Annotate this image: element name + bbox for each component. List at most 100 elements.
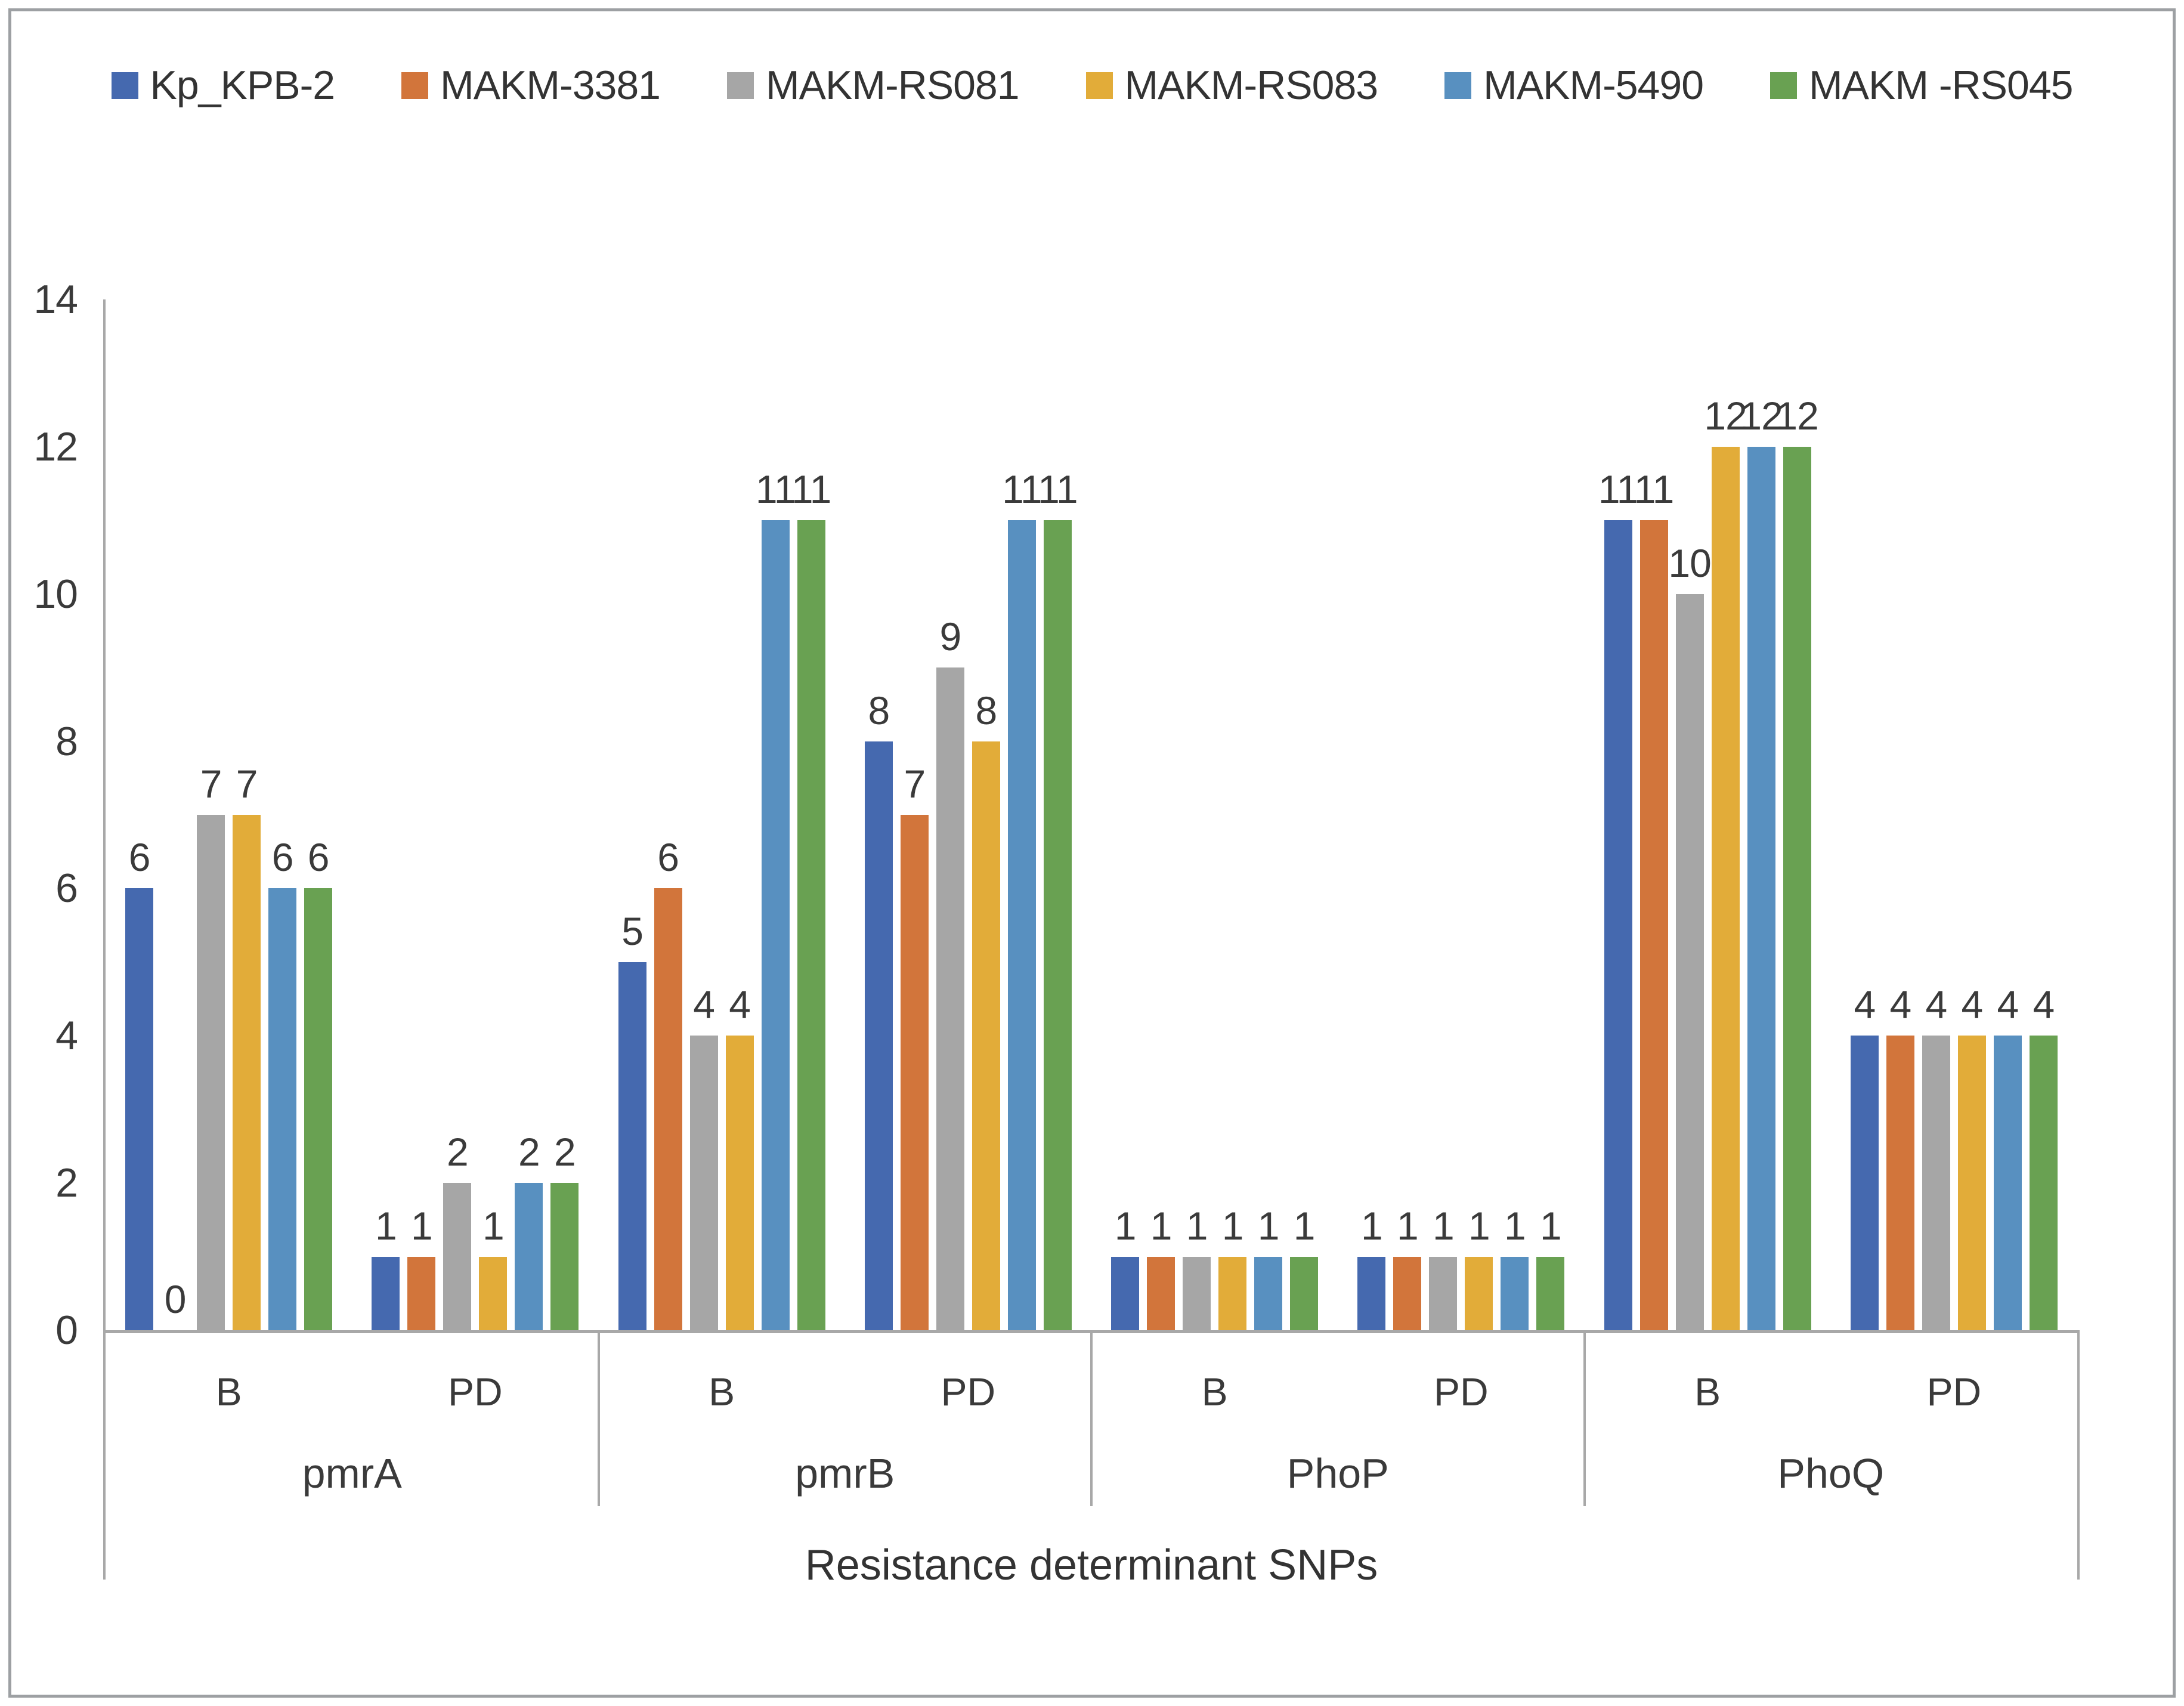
subcategory-label: PD — [941, 1370, 996, 1414]
bar-makm-3381 — [1393, 1257, 1422, 1330]
bar-value-label: 4 — [1889, 982, 1912, 1027]
bar-makm-5490 — [1747, 447, 1775, 1330]
y-axis-tick-label: 8 — [55, 718, 78, 764]
bar-makm-5490 — [1254, 1257, 1283, 1330]
bar-makm-3381 — [654, 888, 682, 1330]
bar-makm-rs045 — [797, 520, 825, 1330]
y-axis-tick-label: 4 — [55, 1013, 78, 1059]
legend-swatch-icon — [1444, 72, 1472, 99]
bar-value-label: 1 — [1504, 1204, 1526, 1248]
bar-value-label: 1 — [1114, 1204, 1137, 1248]
bar-value-label: 11 — [1598, 467, 1639, 511]
category-label: PhoP — [1286, 1450, 1389, 1497]
category-separator — [1090, 1330, 1093, 1506]
bar-kp_kpb-2 — [1111, 1257, 1140, 1330]
bar-makm-rs081 — [1429, 1257, 1458, 1330]
bar-kp_kpb-2 — [618, 962, 646, 1330]
bar-kp_kpb-2 — [1604, 520, 1632, 1330]
bar-value-label: 11 — [1002, 467, 1042, 511]
bar-value-label: 1 — [1257, 1204, 1280, 1248]
bar-value-label: 4 — [1961, 982, 1984, 1027]
legend-item: MAKM-3381 — [401, 63, 661, 108]
bar-makm-3381 — [900, 815, 929, 1330]
bar-value-label: 1 — [1293, 1204, 1316, 1248]
y-axis-tick-label: 10 — [33, 571, 78, 617]
category-edge-line-right — [2077, 1330, 2080, 1580]
bar-makm-rs083 — [1465, 1257, 1493, 1330]
bar-kp_kpb-2 — [372, 1257, 400, 1330]
bar-value-label: 7 — [236, 762, 258, 806]
bar-value-label: 4 — [693, 982, 715, 1027]
bar-makm-3381 — [1147, 1257, 1175, 1330]
bar-makm-rs081 — [1675, 594, 1704, 1330]
bar-value-label: 7 — [904, 762, 926, 806]
bar-value-label: 1 — [1397, 1204, 1419, 1248]
bar-value-label: 11 — [791, 467, 832, 511]
y-axis-tick-label: 0 — [55, 1308, 78, 1353]
legend-label: MAKM-3381 — [440, 63, 661, 108]
subcategory-label: B — [215, 1370, 242, 1414]
bar-makm-rs045 — [550, 1183, 579, 1330]
bar-value-label: 1 — [1468, 1204, 1490, 1248]
subcategory-label: PD — [1434, 1370, 1489, 1414]
bar-value-label: 12 — [1704, 394, 1747, 438]
legend-item: MAKM -RS045 — [1770, 65, 2073, 106]
bar-kp_kpb-2 — [864, 741, 893, 1330]
bar-makm-rs081 — [1922, 1036, 1950, 1330]
y-axis-line — [103, 299, 106, 1330]
bar-makm-5490 — [1993, 1036, 2022, 1330]
subcategory-label: PD — [1926, 1370, 1982, 1414]
bar-value-label: 1 — [1221, 1204, 1244, 1248]
bar-value-label: 6 — [307, 835, 330, 879]
bar-value-label: 4 — [1854, 982, 1876, 1027]
bar-makm-3381 — [1639, 520, 1668, 1330]
bar-makm-rs081 — [936, 667, 964, 1330]
bar-value-label: 1 — [375, 1204, 397, 1248]
bar-makm-rs081 — [1183, 1257, 1211, 1330]
legend-label: MAKM-5490 — [1483, 63, 1704, 108]
y-axis-tick-label: 2 — [55, 1160, 78, 1206]
legend-item: MAKM-RS081 — [726, 65, 1020, 106]
bar-makm-rs045 — [1043, 520, 1072, 1330]
bar-makm-rs045 — [2029, 1036, 2058, 1330]
bar-makm-rs081 — [689, 1036, 718, 1330]
bar-value-label: 10 — [1668, 541, 1711, 585]
bar-value-label: 4 — [729, 982, 751, 1027]
category-edge-line-left — [103, 1330, 106, 1580]
bar-makm-rs083 — [725, 1036, 754, 1330]
bar-value-label: 1 — [1150, 1204, 1173, 1248]
bar-value-label: 11 — [1634, 467, 1675, 511]
legend-item: MAKM-5490 — [1444, 63, 1704, 108]
bar-value-label: 12 — [1740, 394, 1783, 438]
bar-makm-rs081 — [443, 1183, 472, 1330]
bar-makm-rs045 — [304, 888, 333, 1330]
bar-value-label: 2 — [554, 1130, 576, 1174]
legend-label: MAKM-RS083 — [1124, 63, 1379, 108]
bar-makm-5490 — [761, 520, 790, 1330]
legend-item: Kp_KPB-2 — [111, 65, 335, 106]
y-axis-tick-label: 14 — [33, 277, 78, 322]
bar-value-label: 6 — [271, 835, 294, 879]
legend-swatch-icon — [111, 72, 138, 99]
bar-value-label: 1 — [1540, 1204, 1562, 1248]
bar-value-label: 8 — [975, 688, 998, 733]
bar-kp_kpb-2 — [125, 888, 154, 1330]
legend-swatch-icon — [1085, 72, 1113, 99]
category-label: pmrA — [302, 1450, 402, 1497]
legend-swatch-icon — [1770, 72, 1798, 99]
legend-swatch-icon — [401, 72, 429, 99]
bar-makm-5490 — [1007, 520, 1036, 1330]
bar-makm-rs045 — [1536, 1257, 1565, 1330]
subcategory-label: B — [1201, 1370, 1228, 1414]
bar-makm-rs083 — [479, 1257, 508, 1330]
bar-value-label: 11 — [755, 467, 796, 511]
y-axis-tick-label: 12 — [33, 424, 78, 469]
bar-makm-rs083 — [1218, 1257, 1247, 1330]
bar-value-label: 1 — [411, 1204, 433, 1248]
bar-value-label: 1 — [1186, 1204, 1208, 1248]
bar-makm-rs083 — [972, 741, 1000, 1330]
bar-value-label: 6 — [128, 835, 151, 879]
subcategory-label: B — [709, 1370, 735, 1414]
bar-makm-5490 — [268, 888, 297, 1330]
bar-makm-rs081 — [197, 815, 225, 1330]
